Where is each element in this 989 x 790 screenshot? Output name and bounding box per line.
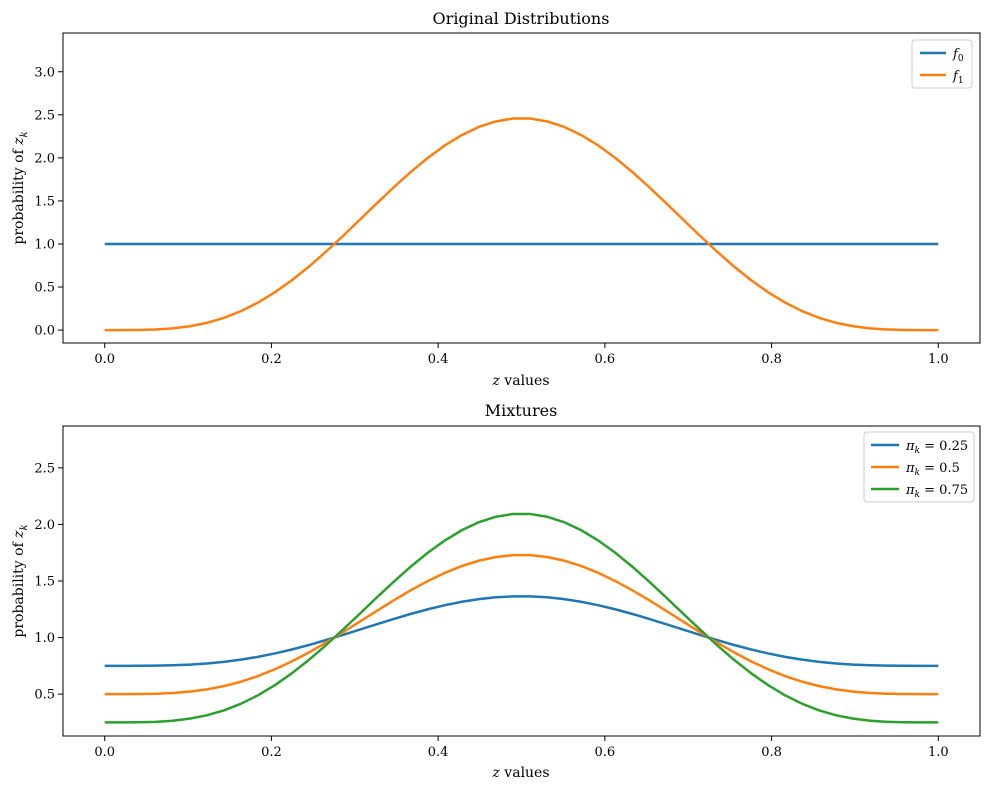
chart-original-distributions: Original Distributions 0.0 0.2 0.4 0.6 0.8 1.… bbox=[11, 9, 981, 389]
legend-label-pi-025: πk = 0.25 bbox=[905, 439, 968, 456]
plot-area-frame bbox=[62, 32, 981, 344]
legend-label-pi-05: πk = 0.5 bbox=[905, 461, 960, 478]
series-line-pi-k-0-25 bbox=[104, 595, 939, 668]
series-line-f1 bbox=[104, 117, 939, 332]
legend-label-pi-075: πk = 0.75 bbox=[905, 483, 968, 500]
series-line-pi-k-0-5 bbox=[104, 553, 939, 696]
y-tick-label: 1.5 bbox=[34, 575, 55, 590]
y-tick-label: 0.0 bbox=[34, 324, 55, 339]
y-tick-label: 2.0 bbox=[34, 151, 55, 166]
chart-mixtures: Mixtures 0.0 0.2 0.4 0.6 0.8 1.0 0.5 1.0 1.5 2.0… bbox=[11, 401, 981, 781]
y-tick-label: 1.5 bbox=[34, 194, 55, 209]
x-tick-label: 1.0 bbox=[928, 745, 949, 760]
series-lines bbox=[104, 117, 939, 332]
x-tick-label: 0.8 bbox=[761, 352, 782, 367]
legend: f0 f1 bbox=[911, 39, 973, 89]
x-tick-label: 0.4 bbox=[428, 745, 449, 760]
y-tick-label: 0.5 bbox=[34, 688, 55, 703]
series-line-pi-k-0-75 bbox=[104, 512, 939, 724]
x-tick-label: 0.4 bbox=[428, 352, 449, 367]
series-lines bbox=[104, 512, 939, 724]
chart-title: Mixtures bbox=[485, 401, 558, 420]
x-tick-label: 0.8 bbox=[761, 745, 782, 760]
y-tick-label: 2.0 bbox=[34, 518, 55, 533]
x-tick-label: 0.0 bbox=[94, 745, 115, 760]
y-axis-ticks: 0.5 1.0 1.5 2.0 2.5 bbox=[34, 461, 63, 703]
x-tick-label: 1.0 bbox=[928, 352, 949, 367]
y-axis-label: probability of zk bbox=[11, 524, 30, 637]
y-tick-label: 1.0 bbox=[34, 237, 55, 252]
y-tick-label: 2.5 bbox=[34, 108, 55, 123]
legend-label-f1: f1 bbox=[952, 69, 964, 86]
y-tick-label: 2.5 bbox=[34, 461, 55, 476]
x-axis-label: z values bbox=[491, 373, 549, 389]
y-tick-label: 0.5 bbox=[34, 281, 55, 296]
y-tick-label: 1.0 bbox=[34, 631, 55, 646]
x-axis-ticks: 0.0 0.2 0.4 0.6 0.8 1.0 bbox=[94, 736, 949, 760]
legend: πk = 0.25 πk = 0.5 πk = 0.75 bbox=[863, 431, 975, 503]
y-tick-label: 3.0 bbox=[34, 65, 55, 80]
x-axis-ticks: 0.0 0.2 0.4 0.6 0.8 1.0 bbox=[94, 343, 949, 367]
x-axis-label: z values bbox=[491, 765, 549, 781]
x-tick-label: 0.0 bbox=[94, 352, 115, 367]
legend-box bbox=[863, 431, 975, 503]
x-tick-label: 0.6 bbox=[595, 352, 616, 367]
y-axis-ticks: 0.0 0.5 1.0 1.5 2.0 2.5 3.0 bbox=[34, 65, 63, 339]
x-tick-label: 0.2 bbox=[261, 745, 282, 760]
x-tick-label: 0.2 bbox=[261, 352, 282, 367]
y-axis-label: probability of zk bbox=[11, 131, 30, 244]
x-tick-label: 0.6 bbox=[595, 745, 616, 760]
legend-label-f0: f0 bbox=[952, 47, 964, 64]
chart-title: Original Distributions bbox=[433, 9, 610, 28]
